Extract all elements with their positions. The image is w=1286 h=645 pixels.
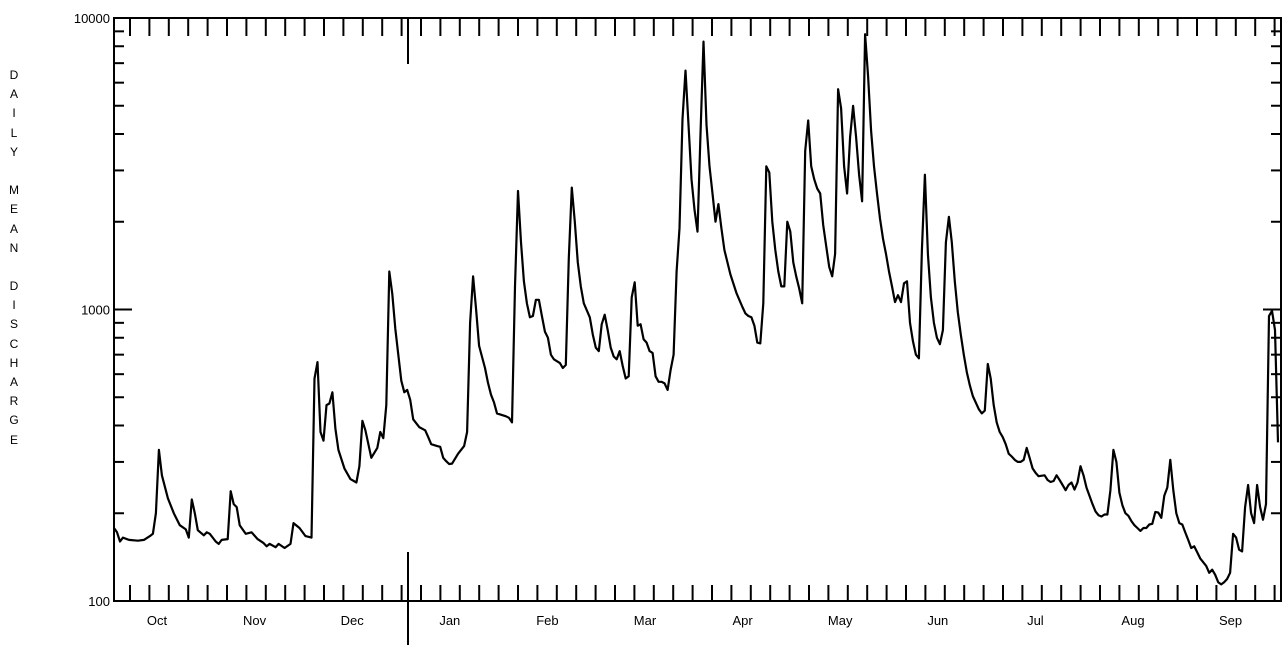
y-axis-label-char: E: [9, 432, 18, 447]
month-label: Oct: [147, 613, 168, 628]
month-label: Dec: [341, 613, 365, 628]
y-axis-label-char: N: [9, 240, 19, 255]
y-axis-label-char: E: [9, 202, 18, 217]
y-axis-label-char: D: [9, 68, 19, 82]
y-axis-label-char: M: [9, 183, 19, 198]
month-label: Aug: [1121, 613, 1144, 628]
y-tick-label: 1000: [81, 303, 110, 318]
y-axis-label-char: G: [9, 413, 19, 428]
y-axis-label-char: C: [9, 336, 19, 351]
y-axis-label-char: A: [9, 221, 18, 236]
y-axis-label-char: S: [9, 317, 18, 332]
y-axis-label-char: A: [9, 87, 18, 102]
month-label: Jun: [927, 613, 948, 628]
y-axis-label-char: A: [9, 375, 18, 389]
month-label: Jan: [439, 613, 460, 628]
y-axis-label-char: I: [12, 298, 16, 313]
y-tick-labels: 10000 1000 100: [74, 11, 110, 609]
y-tick-label: 10000: [74, 11, 110, 26]
month-label: Feb: [536, 613, 558, 628]
y-axis-label-char: H: [9, 355, 19, 370]
y-axis-label-char: R: [9, 394, 19, 409]
axis-ticks: [114, 17, 1281, 602]
y-axis-label-char: Y: [9, 144, 18, 159]
y-axis-label-char: L: [10, 125, 18, 140]
discharge-series-line: [113, 33, 1280, 586]
month-labels: Oct Nov Dec Jan Feb Mar Apr May Jun Jul Aug Sep: [147, 613, 1242, 628]
y-tick-label: 100: [88, 594, 110, 609]
month-label: May: [828, 613, 853, 628]
month-label: Sep: [1219, 613, 1242, 628]
y-axis-label-char: I: [12, 106, 16, 121]
month-label: Nov: [243, 613, 267, 628]
month-label: Apr: [732, 613, 753, 628]
month-label: Jul: [1027, 613, 1044, 628]
month-label: Mar: [634, 613, 657, 628]
y-axis-label-char: D: [9, 279, 19, 294]
